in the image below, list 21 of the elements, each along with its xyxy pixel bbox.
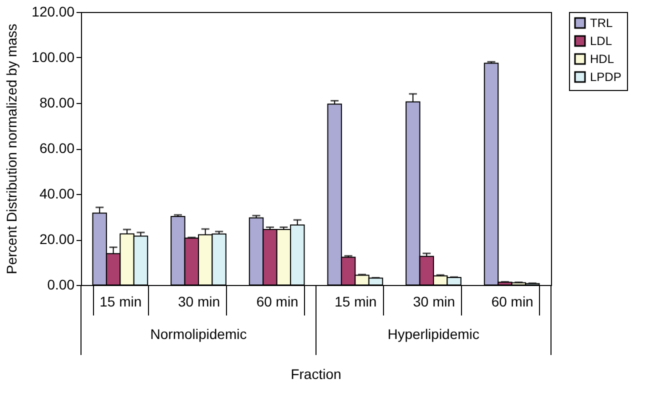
x-tick-label: 30 min bbox=[178, 294, 220, 310]
y-tick-label: 0.00 bbox=[47, 276, 75, 292]
x-tick-label: 15 min bbox=[100, 294, 142, 310]
y-tick-label: 40.00 bbox=[39, 186, 75, 202]
y-tick-label: 120.00 bbox=[32, 4, 75, 20]
text: Hyperlipidemic bbox=[388, 326, 480, 342]
x-axis-title: Fraction bbox=[290, 366, 342, 382]
x-tick-label: 60 min bbox=[491, 294, 534, 310]
x-tick-label: 60 min bbox=[256, 294, 298, 310]
x-tick-label: 15 min bbox=[334, 294, 377, 310]
legend-label: HDL bbox=[590, 52, 614, 66]
y-axis-title: Percent Distribution normalized by mass bbox=[4, 24, 20, 274]
legend-label: LPDP bbox=[590, 70, 622, 84]
legend-label: LDL bbox=[590, 34, 612, 48]
text: Normolipidemic bbox=[150, 326, 247, 342]
legend-label: TRL bbox=[590, 16, 613, 30]
y-tick-label: 20.00 bbox=[39, 231, 75, 247]
y-tick-label: 80.00 bbox=[39, 94, 75, 110]
x-tick-label: 30 min bbox=[412, 294, 456, 310]
y-tick-label: 60.00 bbox=[39, 140, 75, 156]
y-tick-label: 100.00 bbox=[32, 49, 75, 65]
